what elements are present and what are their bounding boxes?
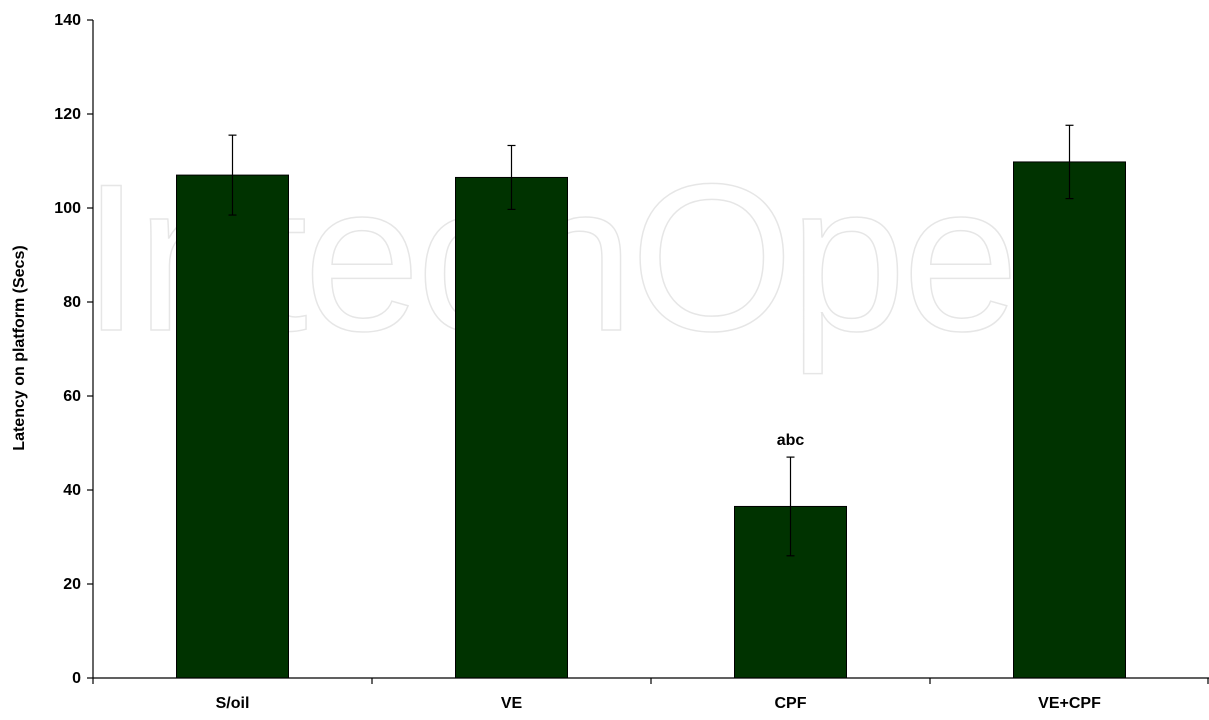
x-tick-label: S/oil: [216, 695, 250, 712]
y-axis-title: Latency on platform (Secs): [11, 245, 28, 450]
y-tick-label: 20: [63, 576, 81, 593]
axes-layer: 0 20 40 60 80 100 120 140 S/oil VE CPF VE+CPF: [54, 12, 1209, 712]
significance-annotation: abc: [777, 432, 805, 449]
bars-layer: [176, 161, 1126, 679]
y-tick-label: 120: [54, 106, 81, 123]
x-tick-label: CPF: [775, 695, 807, 712]
y-tick-label: 140: [54, 12, 81, 29]
y-tick-label: 60: [63, 388, 81, 405]
annotations-layer: abc: [777, 432, 805, 449]
bar-s-oil: [176, 174, 289, 679]
bar-ve: [455, 176, 568, 679]
y-tick-label: 0: [72, 670, 81, 687]
y-tick-label: 80: [63, 294, 81, 311]
x-tick-label: VE: [501, 695, 523, 712]
bar-ve-cpf: [1013, 161, 1126, 679]
y-tick-label: 40: [63, 482, 81, 499]
x-tick-label: VE+CPF: [1038, 695, 1101, 712]
y-tick-label: 100: [54, 200, 81, 217]
error-bars-layer: [228, 124, 1074, 557]
